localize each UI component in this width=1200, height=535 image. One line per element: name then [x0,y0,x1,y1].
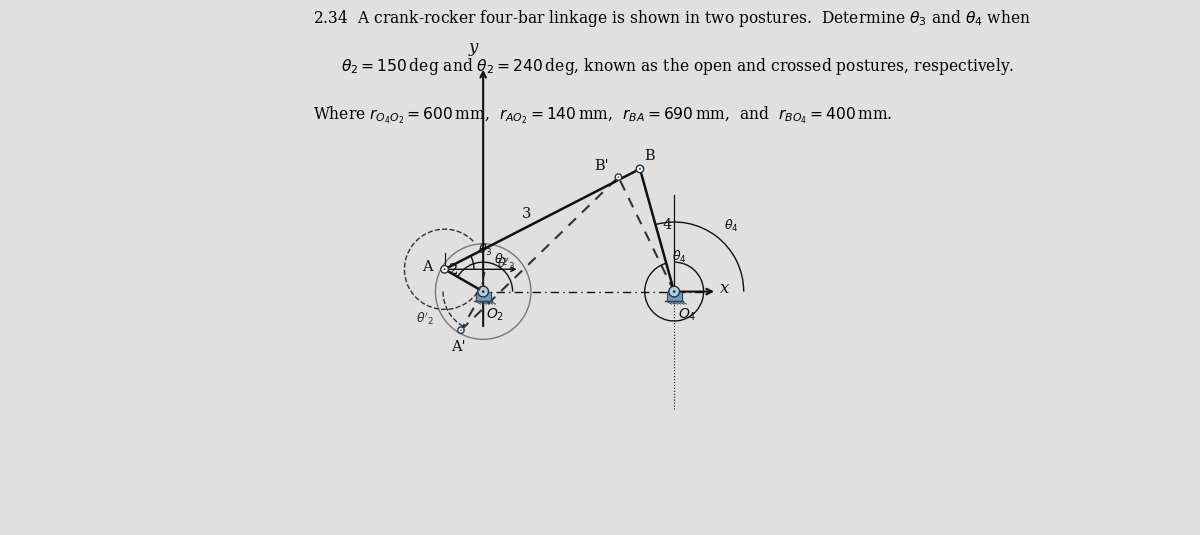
Text: x: x [720,280,730,297]
Text: B: B [644,149,655,163]
Bar [667,292,682,301]
Text: y: y [469,39,479,56]
Circle shape [457,327,464,333]
Circle shape [478,286,488,297]
Circle shape [440,265,449,273]
Text: $\theta_4$: $\theta_4$ [672,249,686,265]
Circle shape [640,168,641,170]
Text: 2.34  A crank-rocker four-bar linkage is shown in two postures.  Determine $\the: 2.34 A crank-rocker four-bar linkage is … [313,8,1031,29]
Circle shape [673,290,676,293]
Text: 4: 4 [662,218,671,232]
Text: $O_2$: $O_2$ [486,307,504,323]
Circle shape [668,286,679,297]
Text: $\theta_2 = 150\,$deg and $\theta_2 = 240\,$deg, known as the open and crossed p: $\theta_2 = 150\,$deg and $\theta_2 = 24… [341,56,1015,77]
Circle shape [618,177,619,178]
Text: $\theta_2$: $\theta_2$ [494,251,509,268]
Text: $\theta'_2$: $\theta'_2$ [416,310,434,327]
Circle shape [482,290,485,293]
Circle shape [444,269,445,270]
Circle shape [460,330,462,331]
Text: $\theta'_3$: $\theta'_3$ [497,256,516,272]
Text: $\theta_3$: $\theta_3$ [479,242,493,258]
Text: A': A' [451,340,466,354]
Text: B': B' [594,159,608,173]
Circle shape [636,165,643,173]
Bar [475,292,491,301]
Text: $O_4$: $O_4$ [678,307,696,323]
Text: A: A [422,259,433,273]
Text: $\theta_4$: $\theta_4$ [725,218,739,234]
Text: Where $r_{O_4O_2} = 600\,$mm,  $r_{AO_2} = 140\,$mm,  $r_{BA} = 690\,$mm,  and  : Where $r_{O_4O_2} = 600\,$mm, $r_{AO_2} … [313,104,893,126]
Text: 3: 3 [522,207,530,221]
Circle shape [616,174,622,180]
Text: 2: 2 [449,263,457,277]
